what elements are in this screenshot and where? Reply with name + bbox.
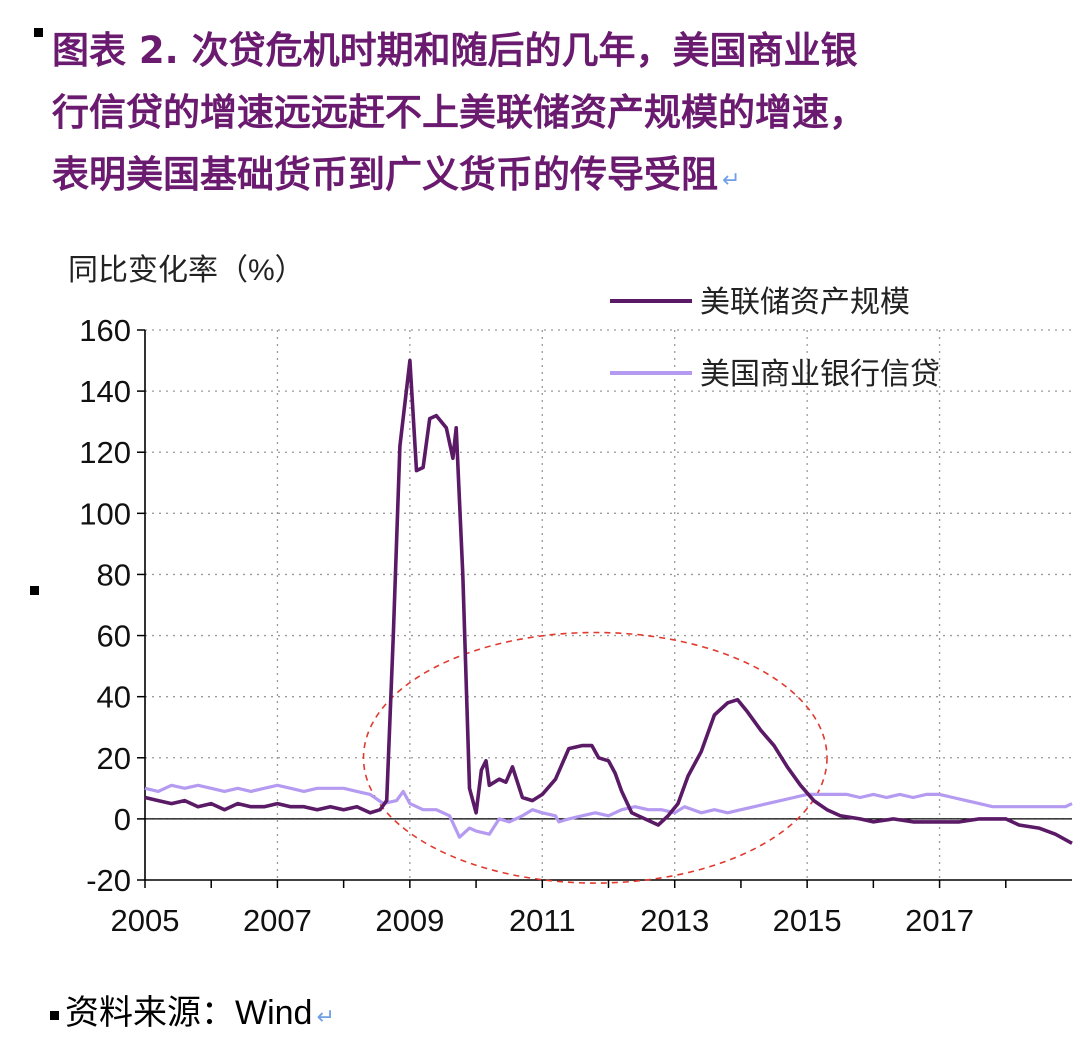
y-tick-label: 60: [97, 619, 131, 654]
y-tick-label: 120: [79, 435, 131, 470]
x-tick-label: 2005: [111, 903, 180, 938]
title-line-1: 图表 2. 次贷危机时期和随后的几年，美国商业银: [52, 29, 858, 72]
return-mark-icon: ↵: [316, 1004, 335, 1029]
grid-lines: [145, 329, 1072, 880]
legend-label-bank-credit: 美国商业银行信贷: [700, 358, 940, 391]
source-text: 资料来源：Wind: [65, 994, 313, 1032]
series-line-bank-credit: [144, 783, 1073, 839]
highlight-ellipse: [362, 631, 828, 884]
source-bullet-icon: [50, 1010, 59, 1020]
x-tick-label: 2011: [509, 903, 576, 938]
x-tick-label: 2007: [243, 903, 312, 938]
chart-bullet: [30, 586, 39, 595]
return-mark-icon: ↵: [722, 168, 741, 193]
title-bullet: [34, 28, 43, 37]
line-chart: -20 0 20 40 60 80 100 120 140 160 2005 2007 2009 2011…: [68, 254, 1073, 938]
source-note: 资料来源：Wind ↵: [50, 985, 335, 1034]
y-tick-label: 140: [79, 374, 131, 409]
legend: 美联储资产规模 美国商业银行信贷: [610, 286, 940, 391]
series-line-fed-assets: [144, 358, 1073, 845]
chart-title: 图表 2. 次贷危机时期和随后的几年，美国商业银 行信贷的增速远远赶不上美联储资…: [52, 20, 1062, 212]
y-tick-label: 40: [97, 680, 131, 715]
legend-label-fed-assets: 美联储资产规模: [700, 286, 910, 319]
x-tick-label: 2015: [773, 903, 842, 938]
x-tick-label: 2017: [905, 903, 974, 938]
x-tick-label: 2009: [375, 903, 444, 938]
title-line-3: 表明美国基础货币到广义货币的传导受阻 ↵: [52, 144, 1062, 212]
axes: [137, 329, 1072, 888]
tick-labels: -20 0 20 40 60 80 100 120 140 160 2005 2007 2009 2011…: [79, 313, 974, 938]
y-tick-label: 160: [79, 313, 131, 348]
y-tick-label: 0: [114, 802, 131, 837]
title-line-2: 行信贷的增速远远赶不上美联储资产规模的增速，: [52, 91, 866, 134]
y-tick-label: 20: [97, 741, 131, 776]
x-tick-label: 2013: [640, 903, 709, 938]
title-line-3-text: 表明美国基础货币到广义货币的传导受阻: [52, 153, 718, 196]
series-lines: [144, 358, 1073, 845]
y-tick-label: -20: [86, 863, 131, 898]
y-tick-label: 80: [97, 557, 131, 592]
y-tick-label: 100: [79, 496, 131, 531]
y-axis-label: 同比变化率（%）: [68, 254, 305, 287]
